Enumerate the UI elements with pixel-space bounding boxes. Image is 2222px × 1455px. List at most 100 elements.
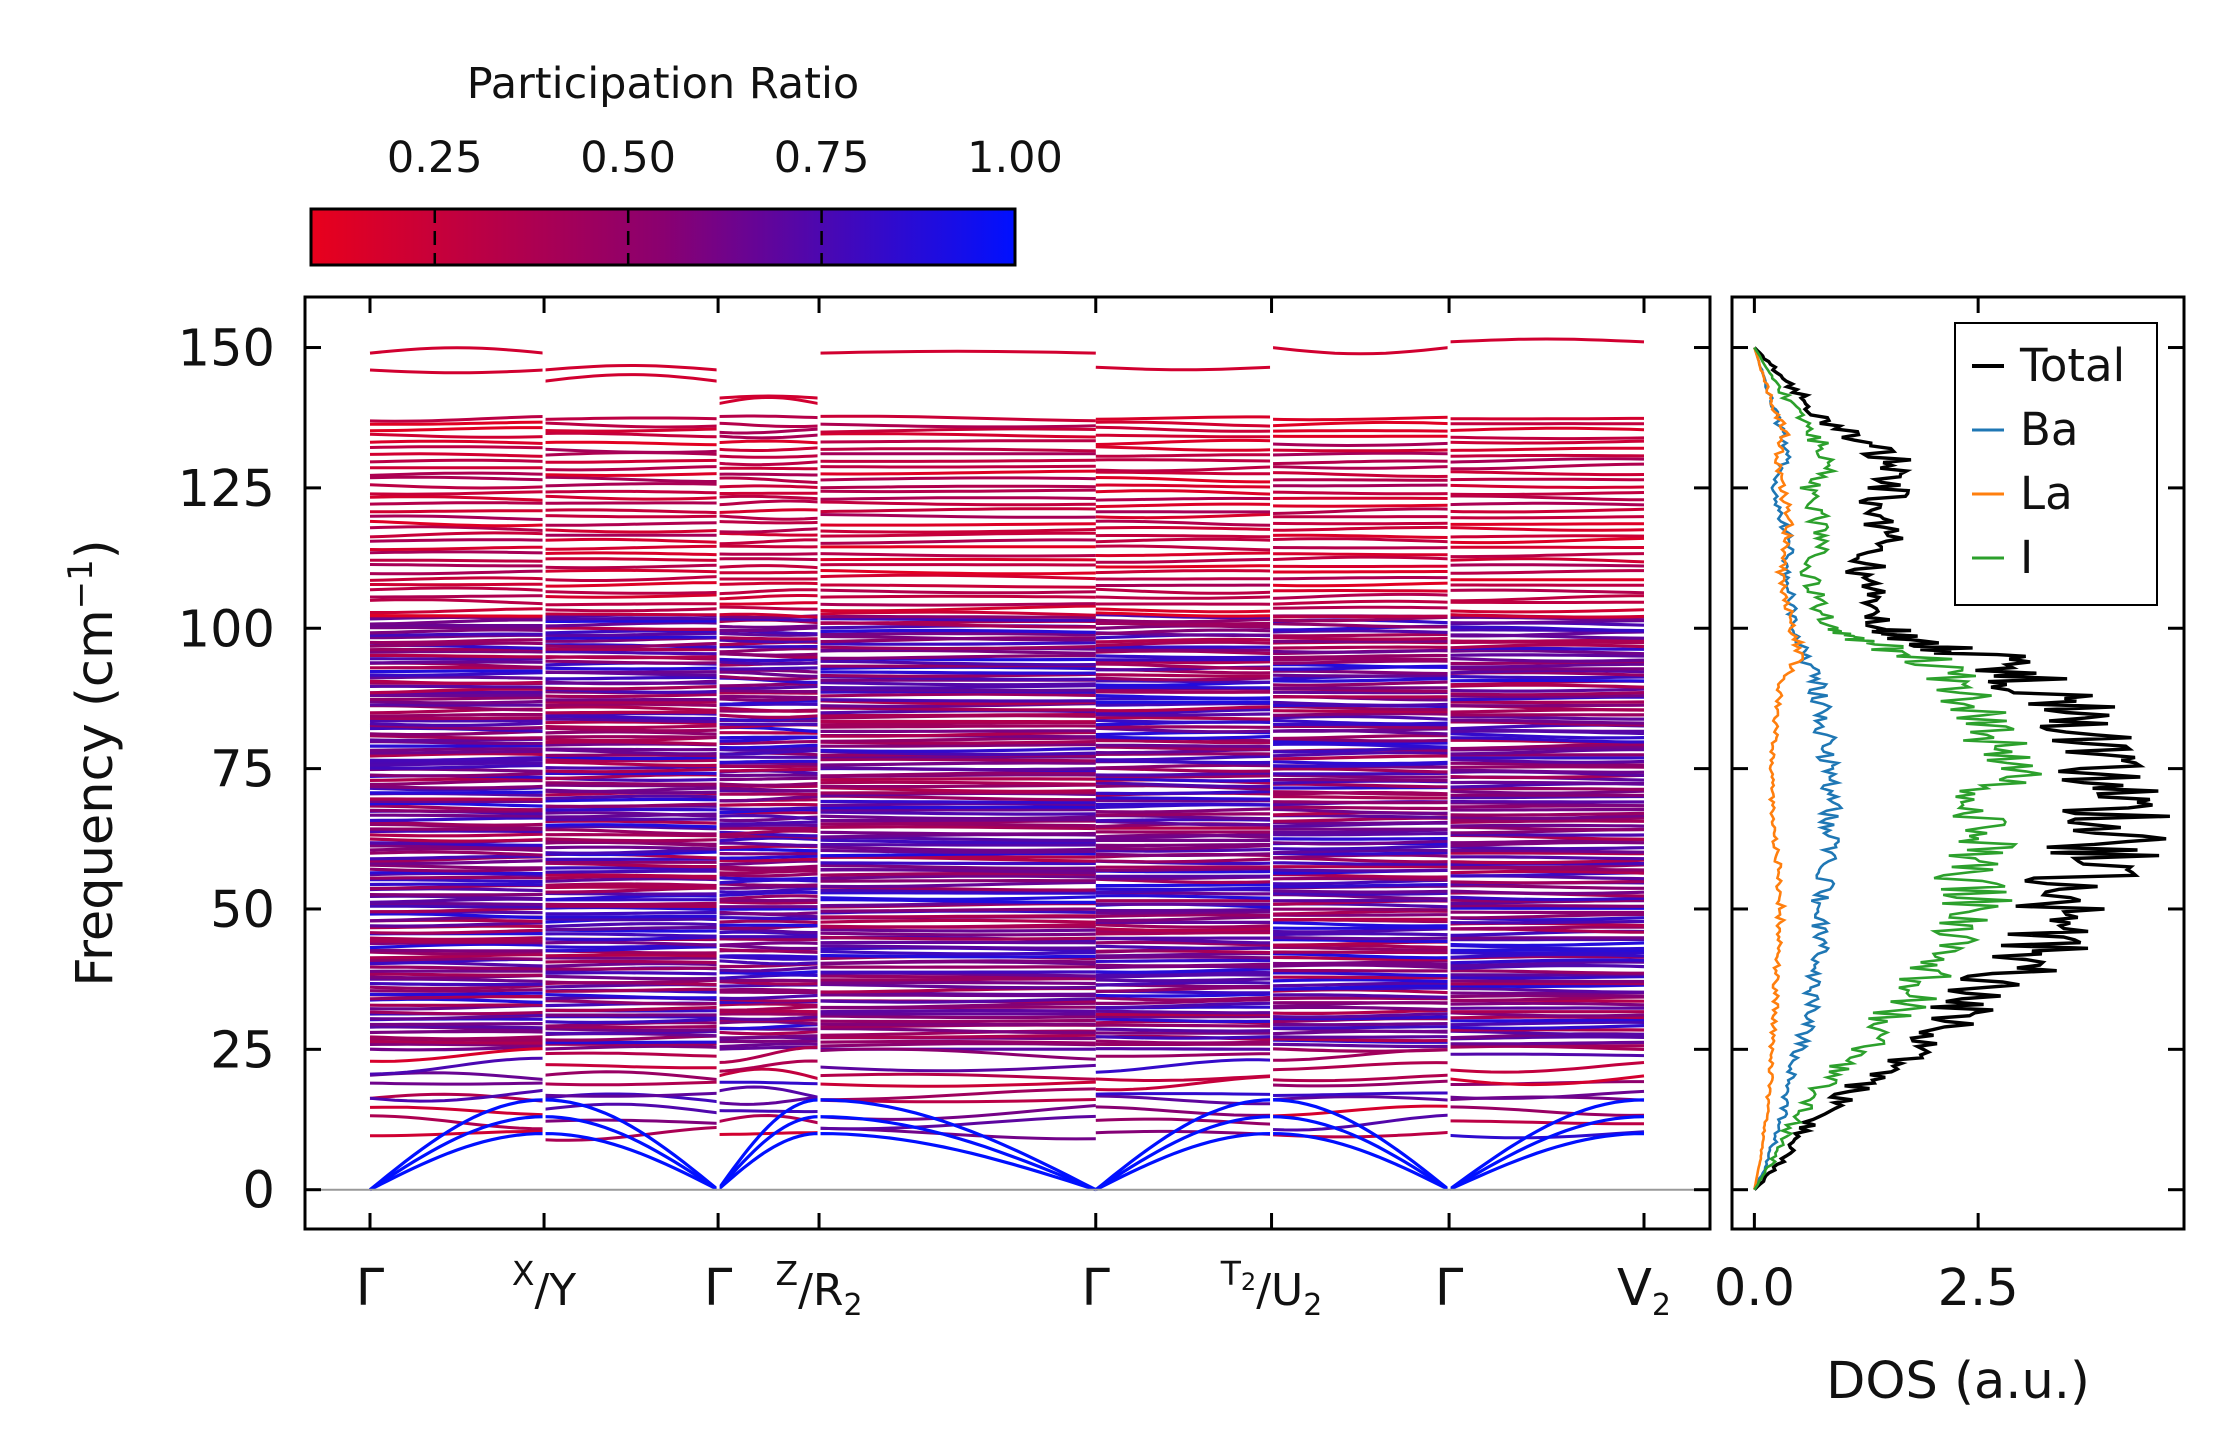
optical-band bbox=[1095, 1027, 1272, 1033]
optical-band bbox=[543, 873, 719, 879]
optical-band bbox=[370, 904, 545, 909]
optical-band bbox=[1449, 694, 1645, 699]
optical-band bbox=[543, 726, 719, 733]
optical-band bbox=[718, 937, 819, 942]
upper-optical-band bbox=[718, 421, 820, 428]
optical-band bbox=[1271, 996, 1450, 1001]
upper-optical-band bbox=[718, 508, 820, 514]
optical-band bbox=[1095, 621, 1272, 626]
optical-band bbox=[818, 852, 1096, 858]
upper-optical-band bbox=[1449, 552, 1645, 559]
optical-band bbox=[818, 634, 1096, 642]
optical-band bbox=[1449, 964, 1645, 971]
optical-band bbox=[1271, 945, 1450, 952]
low-optical-band bbox=[1095, 1129, 1272, 1136]
low-optical-band bbox=[1449, 1119, 1644, 1126]
optical-band bbox=[369, 671, 545, 677]
upper-optical-band bbox=[718, 538, 819, 546]
optical-band bbox=[819, 914, 1096, 919]
upper-optical-band bbox=[543, 416, 719, 421]
optical-band bbox=[369, 660, 545, 665]
frequency-axis-ticks: 0 25 50 75 100 125 150 bbox=[178, 320, 2184, 1221]
optical-band bbox=[543, 702, 719, 708]
optical-band bbox=[369, 1014, 545, 1021]
frequency-tick-label: 75 bbox=[210, 741, 275, 800]
optical-band bbox=[1449, 653, 1645, 658]
acoustic-branch bbox=[1448, 1115, 1645, 1192]
optical-band bbox=[1095, 726, 1272, 734]
optical-band bbox=[369, 972, 545, 977]
optical-band bbox=[1449, 728, 1644, 733]
optical-band bbox=[369, 854, 544, 861]
optical-band bbox=[818, 1033, 1096, 1039]
low-optical-band bbox=[718, 1080, 820, 1086]
optical-band bbox=[369, 1045, 545, 1052]
optical-band bbox=[543, 901, 719, 907]
low-optical-band bbox=[1095, 1092, 1272, 1096]
optical-band bbox=[1095, 1047, 1272, 1051]
optical-band bbox=[818, 949, 1096, 956]
optical-band bbox=[1271, 927, 1450, 934]
optical-band bbox=[1095, 796, 1272, 801]
optical-band bbox=[1449, 814, 1645, 820]
top-band bbox=[818, 349, 1096, 355]
kpath-label-main: /Y bbox=[534, 1265, 576, 1316]
upper-optical-band bbox=[1095, 489, 1272, 496]
optical-band bbox=[369, 729, 545, 737]
frequency-tick-label: 100 bbox=[178, 600, 275, 659]
upper-optical-band bbox=[1271, 555, 1450, 562]
upper-optical-band bbox=[718, 557, 820, 562]
dos-axis-title: DOS (a.u.) bbox=[1826, 1352, 2090, 1411]
upper-optical-band bbox=[818, 500, 1096, 507]
upper-optical-band bbox=[1449, 515, 1645, 520]
frequency-tick-label: 0 bbox=[243, 1162, 275, 1221]
optical-band bbox=[1271, 663, 1450, 669]
optical-band bbox=[818, 783, 1096, 789]
optical-band bbox=[369, 950, 545, 956]
optical-band bbox=[369, 957, 545, 962]
upper-optical-band bbox=[369, 483, 545, 490]
optical-band bbox=[1095, 705, 1272, 713]
upper-optical-band bbox=[543, 557, 719, 562]
optical-band bbox=[1449, 950, 1645, 955]
acoustic-branch bbox=[1271, 1115, 1450, 1192]
optical-band bbox=[1095, 819, 1272, 827]
kpath-tick-label: Γ bbox=[704, 1259, 733, 1318]
low-optical-band bbox=[818, 1063, 1096, 1073]
optical-band bbox=[1449, 748, 1644, 756]
optical-band bbox=[818, 684, 1096, 690]
upper-optical-band bbox=[544, 602, 719, 607]
upper-optical-band bbox=[369, 569, 545, 576]
optical-band bbox=[718, 746, 820, 752]
legend-label: Total bbox=[2019, 339, 2125, 392]
upper-optical-band bbox=[1095, 502, 1272, 509]
optical-band bbox=[1095, 847, 1272, 853]
upper-optical-band bbox=[543, 427, 719, 433]
optical-band bbox=[1271, 851, 1450, 856]
optical-band bbox=[718, 910, 820, 916]
upper-optical-band bbox=[718, 476, 820, 484]
low-optical-band bbox=[717, 1067, 820, 1081]
optical-band bbox=[369, 699, 545, 705]
optical-band bbox=[718, 624, 820, 629]
optical-band bbox=[1271, 861, 1450, 866]
optical-band bbox=[369, 801, 545, 808]
legend-label: Ba bbox=[2020, 403, 2078, 456]
acoustic-branch bbox=[1448, 1132, 1645, 1192]
legend-label: I bbox=[2020, 531, 2033, 584]
upper-optical-band bbox=[1095, 551, 1272, 558]
optical-band bbox=[1095, 807, 1272, 814]
low-optical-band bbox=[369, 1056, 545, 1076]
optical-band bbox=[543, 735, 719, 739]
optical-band bbox=[543, 891, 719, 896]
low-optical-band bbox=[1095, 1058, 1272, 1074]
kpath-label-sub: 2 bbox=[1652, 1288, 1671, 1323]
optical-band bbox=[818, 959, 1096, 965]
kpath-label-main: Γ bbox=[356, 1259, 385, 1318]
optical-band bbox=[1449, 884, 1644, 890]
optical-band bbox=[543, 999, 719, 1006]
optical-band bbox=[718, 847, 820, 853]
kpath-label-pre: Z bbox=[775, 1254, 798, 1293]
optical-band bbox=[1095, 662, 1272, 670]
